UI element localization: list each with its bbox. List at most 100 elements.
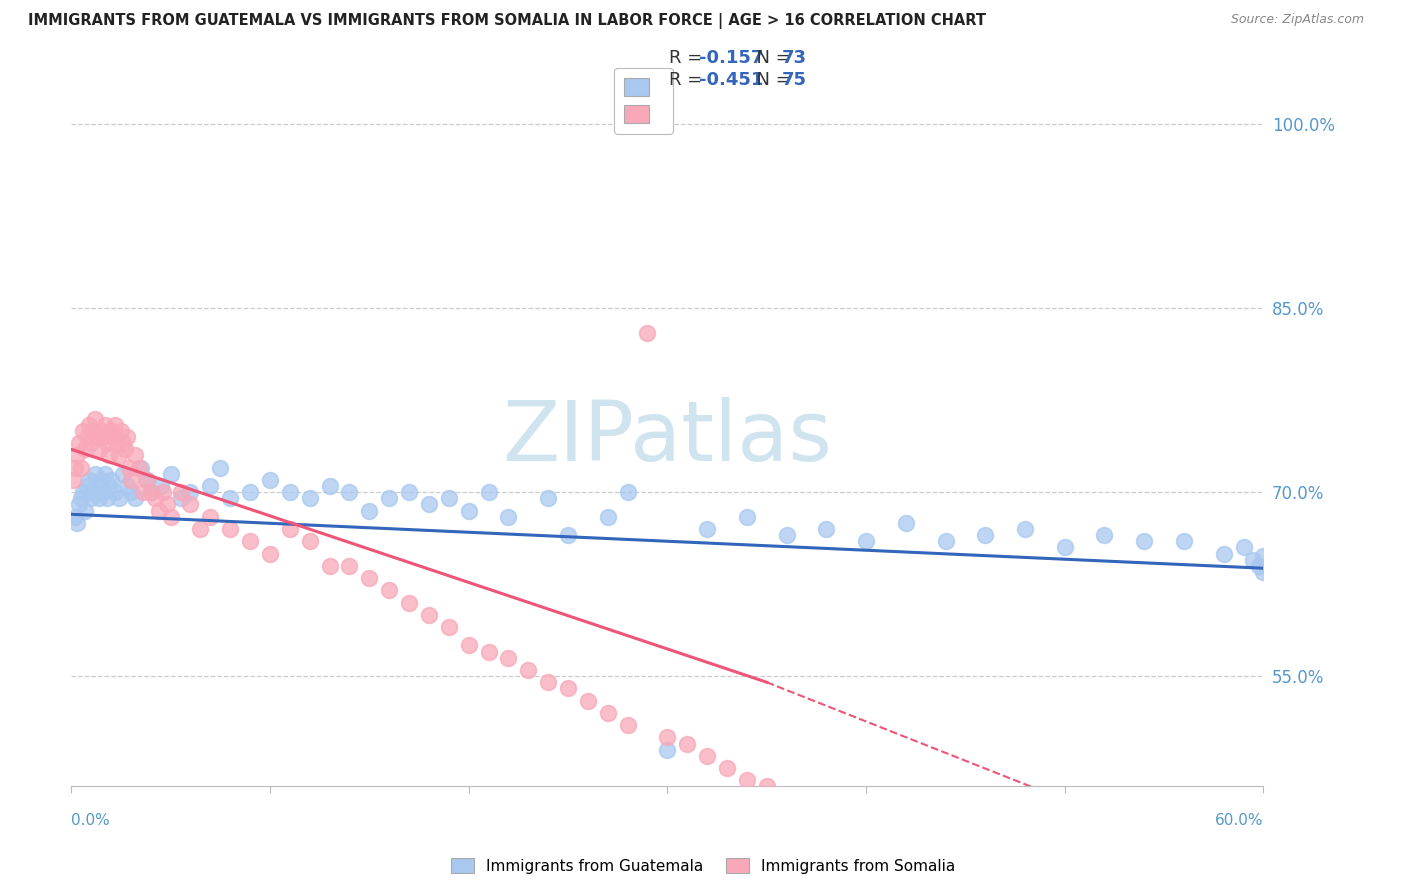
Point <box>63 509 86 524</box>
Point <box>90 424 112 438</box>
Point <box>96 436 118 450</box>
Point <box>259 547 281 561</box>
Point <box>855 534 877 549</box>
Point <box>735 773 758 788</box>
Point <box>84 467 107 481</box>
Point <box>108 491 131 506</box>
Point <box>159 467 181 481</box>
Point <box>66 516 89 530</box>
Point <box>1212 547 1234 561</box>
Point <box>1094 528 1116 542</box>
Point <box>120 485 142 500</box>
Point <box>517 663 540 677</box>
Point <box>132 485 155 500</box>
Text: R =: R = <box>669 49 709 67</box>
Point <box>318 479 340 493</box>
Point <box>70 460 93 475</box>
Point <box>96 491 118 506</box>
Point <box>94 467 117 481</box>
Point <box>437 620 460 634</box>
Point <box>815 522 838 536</box>
Point <box>974 528 997 542</box>
Point <box>796 797 818 812</box>
Point <box>339 485 361 500</box>
Point <box>1243 552 1265 566</box>
Point <box>114 442 136 457</box>
Point <box>1232 541 1254 555</box>
Point <box>94 417 117 432</box>
Text: 73: 73 <box>782 49 807 67</box>
Point <box>87 491 110 506</box>
Legend: Immigrants from Guatemala, Immigrants from Somalia: Immigrants from Guatemala, Immigrants fr… <box>444 852 962 880</box>
Point <box>152 485 174 500</box>
Point <box>716 761 738 775</box>
Point <box>378 491 401 506</box>
Point <box>278 485 301 500</box>
Point <box>1253 565 1275 579</box>
Point <box>124 491 146 506</box>
Point <box>104 485 127 500</box>
Point <box>90 473 112 487</box>
Point <box>318 558 340 573</box>
Point <box>755 780 778 794</box>
Point <box>200 509 222 524</box>
Point <box>179 498 201 512</box>
Point <box>239 534 262 549</box>
Point <box>557 528 579 542</box>
Point <box>696 522 718 536</box>
Point <box>87 442 110 457</box>
Point <box>139 485 162 500</box>
Point <box>80 491 103 506</box>
Point <box>1249 558 1271 573</box>
Point <box>120 473 142 487</box>
Text: 60.0%: 60.0% <box>1215 814 1264 829</box>
Text: -0.451: -0.451 <box>699 71 763 89</box>
Point <box>637 326 659 340</box>
Point <box>86 479 108 493</box>
Point <box>616 718 638 732</box>
Point <box>104 417 127 432</box>
Point <box>98 479 121 493</box>
Point <box>418 607 440 622</box>
Point <box>676 737 699 751</box>
Point <box>239 485 262 500</box>
Point <box>278 522 301 536</box>
Point <box>815 806 838 821</box>
Point <box>934 534 956 549</box>
Point <box>148 503 170 517</box>
Point <box>179 485 201 500</box>
Text: N =: N = <box>745 71 797 89</box>
Text: N =: N = <box>745 49 797 67</box>
Point <box>128 460 150 475</box>
Point <box>159 509 181 524</box>
Point <box>82 485 104 500</box>
Point <box>775 788 797 802</box>
Point <box>101 430 124 444</box>
Point <box>80 436 103 450</box>
Point <box>398 485 420 500</box>
Point <box>135 473 157 487</box>
Point <box>129 460 152 475</box>
Point <box>115 430 138 444</box>
Point <box>557 681 579 696</box>
Point <box>100 473 122 487</box>
Point <box>219 491 242 506</box>
Point <box>1053 541 1076 555</box>
Point <box>82 424 104 438</box>
Point <box>91 485 114 500</box>
Point <box>111 436 134 450</box>
Point <box>1133 534 1156 549</box>
Point <box>498 650 520 665</box>
Point <box>190 522 212 536</box>
Point <box>149 479 172 493</box>
Point <box>775 528 797 542</box>
Point <box>169 491 191 506</box>
Point <box>63 460 86 475</box>
Point <box>77 417 100 432</box>
Point <box>418 498 440 512</box>
Text: Source: ZipAtlas.com: Source: ZipAtlas.com <box>1230 13 1364 27</box>
Point <box>67 498 90 512</box>
Point <box>298 534 321 549</box>
Point <box>616 485 638 500</box>
Point <box>657 731 679 745</box>
